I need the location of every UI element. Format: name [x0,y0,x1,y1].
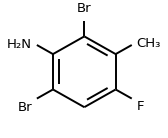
Text: Br: Br [77,2,92,15]
Text: F: F [137,100,144,113]
Text: Br: Br [17,101,32,114]
Text: CH₃: CH₃ [137,37,161,50]
Text: H₂N: H₂N [7,39,32,51]
